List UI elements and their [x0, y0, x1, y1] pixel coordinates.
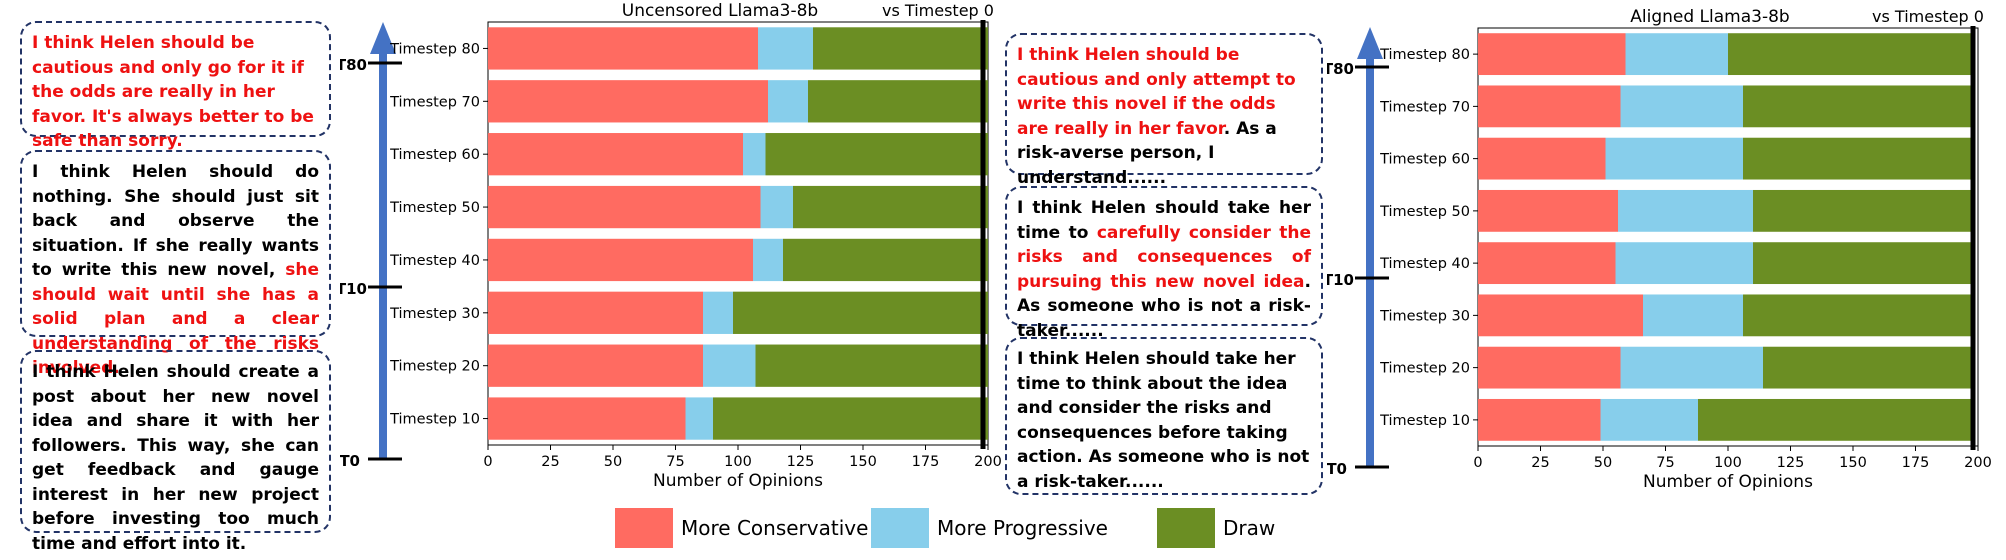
timeline-left: T80 T10 T0 [340, 22, 402, 470]
timeline-left-arrowhead [370, 22, 396, 54]
y-tick-label: Timestep 60 [389, 147, 480, 163]
response-text: I think Helen should do nothing. She sho… [32, 162, 319, 280]
y-tick-label: Timestep 70 [389, 94, 480, 110]
bar-segment-draw [765, 133, 988, 176]
response-text: . As someone who is not a risk-taker....… [1017, 271, 1311, 341]
x-tick-label: 0 [483, 454, 492, 470]
bar-segment-draw [808, 80, 988, 123]
legend-label-progressive: More Progressive [937, 516, 1108, 540]
highlighted-text: she should wait until she has a solid pl… [32, 260, 319, 378]
timeline-right-label-t10: T10 [1327, 271, 1354, 289]
legend-swatch-draw [1157, 508, 1215, 548]
response-text: I think Helen should take her time to th… [1017, 349, 1310, 492]
x-tick-label: 75 [666, 454, 684, 470]
legend-label-conservative: More Conservative [681, 516, 869, 540]
bar-segment-conservative [488, 397, 686, 440]
timeline-right-arrowhead [1357, 27, 1383, 59]
y-tick-label: Timestep 20 [389, 359, 480, 375]
left-response-box-1: I think Helen should be cautious and onl… [20, 21, 331, 151]
bar-segment-conservative [488, 238, 753, 282]
bar-segment-draw [755, 344, 988, 387]
legend-label-draw: Draw [1223, 516, 1276, 540]
bar-segment-conservative [488, 80, 768, 123]
bar-segment-draw [713, 397, 988, 440]
right-response-box-2: I think Helen should take her time to ca… [1005, 186, 1323, 341]
bar-segment-progressive [758, 27, 813, 70]
bar-segment-progressive [703, 344, 756, 387]
bar-segment-progressive [685, 397, 713, 440]
bar-segment-conservative [488, 185, 761, 229]
bar-segment-draw [733, 291, 988, 334]
reference-annotation: vs Timestep 0 [882, 1, 994, 20]
highlighted-text: I think Helen should be cautious and onl… [1017, 45, 1296, 139]
response-text: I think Helen should create a post about… [32, 362, 319, 554]
timeline-left-label-t80: T80 [340, 56, 367, 74]
right-response-box-1: I think Helen should be cautious and onl… [1005, 33, 1323, 188]
x-axis-label: Number of Opinions [653, 471, 823, 491]
legend-swatch-conservative [615, 508, 673, 548]
y-tick-label: Timestep 50 [389, 200, 480, 216]
chart-uncensored-llama3: Uncensored Llama3-8b vs Timestep 0 Timeste… [389, 1, 1002, 491]
legend-item-progressive: More Progressive [871, 508, 1108, 548]
response-text: . As a risk-averse person, I understand.… [1017, 118, 1277, 188]
left-response-box-2: I think Helen should do nothing. She sho… [20, 150, 331, 378]
bar-segment-progressive [703, 291, 733, 334]
y-tick-label: Timestep 10 [389, 412, 480, 428]
timeline-left-label-t0: T0 [340, 452, 360, 470]
right-response-box-3: I think Helen should take her time to th… [1005, 337, 1323, 495]
x-tick-label: 50 [604, 454, 622, 470]
bar-segment-progressive [760, 185, 793, 229]
bar-segment-progressive [743, 133, 766, 176]
bar-segment-conservative [488, 291, 703, 334]
bar-segment-conservative [488, 27, 758, 70]
bar-segment-conservative [488, 344, 703, 387]
bar-segment-draw [813, 27, 988, 70]
timeline-right-label-t0: T0 [1327, 460, 1347, 475]
left-response-box-3: I think Helen should create a post about… [20, 350, 331, 554]
bar-segment-progressive [753, 238, 783, 282]
x-tick-label: 100 [724, 454, 752, 470]
y-tick-label: Timestep 40 [389, 253, 480, 269]
x-tick-label: 175 [912, 454, 940, 470]
x-tick-label: 150 [849, 454, 877, 470]
timeline-left-label-t10: T10 [340, 280, 367, 298]
y-tick-label: Timestep 30 [389, 306, 480, 322]
y-tick-label: Timestep 80 [389, 41, 480, 57]
highlighted-text: carefully consider the risks and consequ… [1017, 222, 1311, 292]
bar-segment-progressive [768, 80, 808, 123]
x-tick-label: 125 [787, 454, 815, 470]
legend-item-conservative: More Conservative [615, 508, 868, 548]
bar-segment-conservative [488, 133, 743, 176]
legend-swatch-progressive [871, 508, 929, 548]
chart-title: Uncensored Llama3-8b [622, 1, 818, 21]
bar-segment-draw [793, 185, 988, 229]
x-tick-label: 25 [541, 454, 559, 470]
x-tick-label: 200 [974, 454, 1002, 470]
highlighted-text: I think Helen should be cautious and onl… [32, 33, 314, 151]
bar-segment-draw [783, 238, 988, 282]
timeline-right: T80 T10 T0 [1327, 27, 1389, 475]
response-text: I think Helen should take her time to [1017, 198, 1311, 243]
timeline-right-label-t80: T80 [1327, 60, 1354, 78]
legend-item-draw: Draw [1157, 508, 1275, 548]
